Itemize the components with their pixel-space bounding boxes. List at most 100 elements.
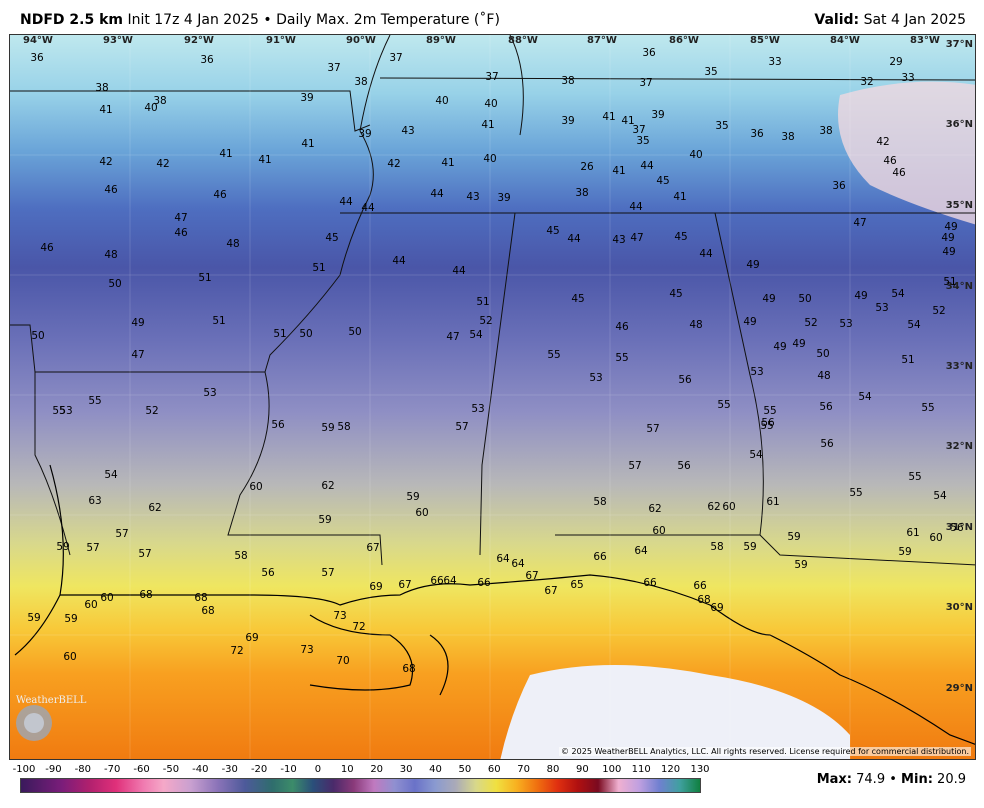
temperature-value: 54	[858, 391, 872, 403]
longitude-label: 94°W	[23, 35, 53, 46]
temperature-value: 60	[652, 525, 666, 537]
temperature-value: 57	[455, 421, 469, 433]
temperature-value: 44	[640, 160, 654, 172]
temperature-value: 42	[156, 158, 170, 170]
temperature-value: 47	[446, 331, 460, 343]
min-value: 20.9	[937, 772, 966, 787]
temperature-value: 67	[525, 570, 539, 582]
temperature-value: 39	[300, 92, 314, 104]
colorbar-tick-label: -30	[221, 764, 238, 775]
temperature-value: 59	[406, 491, 420, 503]
temperature-value: 44	[361, 202, 375, 214]
longitude-label: 83°W	[910, 35, 940, 46]
temperature-value: 44	[430, 188, 444, 200]
temperature-map[interactable]: WeatherBELL 94°W 93°W 92°W 91°W 90°W 89°W 88°W…	[9, 34, 976, 760]
temperature-value: 66	[643, 577, 657, 589]
latitude-label: 35°N	[945, 200, 973, 211]
temperature-value: 55	[547, 349, 561, 361]
temperature-value: 67	[544, 585, 558, 597]
temperature-value: 38	[575, 187, 589, 199]
temperature-value: 68	[201, 605, 215, 617]
temperature-value: 58	[593, 496, 607, 508]
temperature-value: 59	[64, 613, 78, 625]
temperature-value: 55	[52, 405, 66, 417]
longitude-label: 91°W	[266, 35, 296, 46]
temperature-value: 37	[389, 52, 403, 64]
temperature-value: 60	[415, 507, 429, 519]
temperature-value: 41	[673, 191, 687, 203]
temperature-value: 45	[546, 225, 560, 237]
colorbar-tick-label: 110	[631, 764, 651, 775]
temperature-value: 73	[333, 610, 347, 622]
temperature-value: 41	[621, 115, 635, 127]
temperature-value: 49	[762, 293, 776, 305]
temperature-value: 62	[707, 501, 721, 513]
temperature-value: 70	[336, 655, 350, 667]
valid-date: Sat 4 Jan 2025	[863, 12, 966, 28]
temperature-value: 54	[749, 449, 763, 461]
max-label: Max	[816, 772, 847, 787]
temperature-value: 59	[794, 559, 808, 571]
temperature-value: 38	[819, 125, 833, 137]
temperature-value: 73	[300, 644, 314, 656]
temperature-value: 53	[59, 405, 73, 417]
temperature-value: 64	[443, 575, 457, 587]
temperature-value: 52	[932, 305, 946, 317]
temperature-value: 54	[907, 319, 921, 331]
temperature-value: 68	[139, 589, 153, 601]
temperature-value: 37	[639, 77, 653, 89]
temperature-value: 47	[853, 217, 867, 229]
temperature-value: 36	[832, 180, 846, 192]
latitude-label: 37°N	[945, 39, 973, 50]
temperature-value: 69	[245, 632, 259, 644]
longitude-label: 85°W	[750, 35, 780, 46]
temperature-value: 41	[99, 104, 113, 116]
longitude-label: 87°W	[587, 35, 617, 46]
temperature-value: 60	[249, 481, 263, 493]
temperature-value: 55	[763, 405, 777, 417]
color-scale-bar	[20, 778, 701, 793]
temperature-value: 50	[348, 326, 362, 338]
temperature-value: 33	[901, 72, 915, 84]
temperature-value: 56	[261, 567, 275, 579]
min-label: Min	[901, 772, 928, 787]
temperature-value: 65	[570, 579, 584, 591]
temperature-value: 53	[750, 366, 764, 378]
temperature-value: 49	[944, 221, 958, 233]
temperature-value: 48	[104, 249, 118, 261]
temperature-value: 60	[929, 532, 943, 544]
temperature-value: 62	[648, 503, 662, 515]
temperature-value: 44	[629, 201, 643, 213]
temperature-value: 47	[630, 232, 644, 244]
temperature-value: 69	[369, 581, 383, 593]
temperature-value: 56	[820, 438, 834, 450]
stats-bullet: •	[889, 772, 897, 787]
colorbar-tick-label: -10	[280, 764, 297, 775]
copyright-notice: © 2025 WeatherBELL Analytics, LLC. All r…	[559, 747, 971, 756]
colorbar-tick-label: 120	[661, 764, 681, 775]
temperature-value: 55	[717, 399, 731, 411]
temperature-value: 46	[213, 189, 227, 201]
temperature-value: 67	[398, 579, 412, 591]
temperature-value: 66	[430, 575, 444, 587]
colorbar-tick-label: -60	[133, 764, 150, 775]
temperature-value: 54	[933, 490, 947, 502]
temperature-value: 35	[704, 66, 718, 78]
temperature-value: 66	[477, 577, 491, 589]
temperature-value: 36	[642, 47, 656, 59]
temperature-value: 45	[325, 232, 339, 244]
temperature-value: 44	[699, 248, 713, 260]
temperature-value: 41	[481, 119, 495, 131]
temperature-value: 38	[354, 76, 368, 88]
temperature-value: 40	[484, 98, 498, 110]
temperature-value: 55	[849, 487, 863, 499]
temperature-value: 44	[567, 233, 581, 245]
temperature-value: 44	[392, 255, 406, 267]
temperature-value: 51	[273, 328, 287, 340]
temperature-value: 37	[632, 124, 646, 136]
longitude-label: 90°W	[346, 35, 376, 46]
temperature-value: 59	[321, 422, 335, 434]
temperature-value: 41	[301, 138, 315, 150]
temperature-value: 72	[230, 645, 244, 657]
temperature-value: 41	[602, 111, 616, 123]
